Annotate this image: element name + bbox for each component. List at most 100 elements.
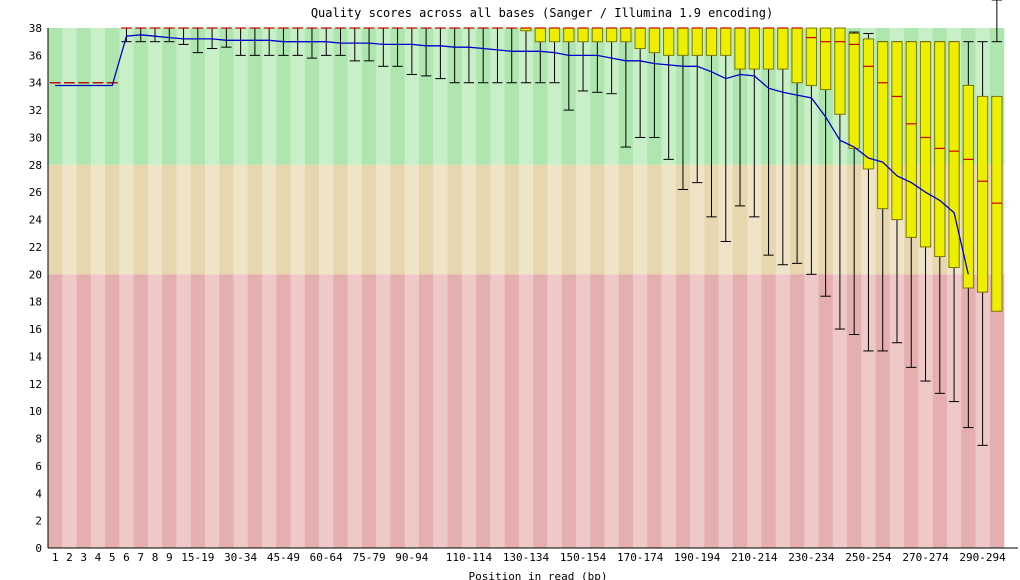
y-tick-label: 2 <box>35 515 42 528</box>
y-tick-label: 14 <box>29 350 43 363</box>
zone-good-band <box>105 28 120 165</box>
x-axis-label: Position in read (bp) <box>468 570 607 580</box>
x-tick-label: 6 <box>123 551 130 564</box>
iqr-box <box>577 27 589 43</box>
iqr-box <box>848 32 860 149</box>
zone-good-band <box>447 28 463 165</box>
zone-poor-band <box>718 274 734 548</box>
zone-reasonable-band <box>633 164 648 275</box>
iqr-box <box>748 27 760 70</box>
zone-good-band <box>276 28 291 165</box>
zone-reasonable-band <box>433 164 448 275</box>
y-tick-label: 32 <box>29 104 42 117</box>
zone-reasonable-band <box>76 164 92 275</box>
y-tick-label: 16 <box>29 323 42 336</box>
x-tick-label: 90-94 <box>395 551 428 564</box>
iqr-box <box>677 27 689 56</box>
x-tick-label: 30-34 <box>224 551 257 564</box>
zone-poor-band <box>119 274 134 548</box>
zone-good-band <box>62 28 77 165</box>
zone-reasonable-band <box>418 164 434 275</box>
x-tick-label: 60-64 <box>310 551 343 564</box>
zone-reasonable-band <box>547 164 562 275</box>
iqr-box <box>919 41 932 248</box>
x-tick-label: 250-254 <box>845 551 892 564</box>
zone-poor-band <box>333 274 348 548</box>
iqr-box <box>648 27 661 54</box>
chart-title: Quality scores across all bases (Sanger … <box>311 6 773 20</box>
y-tick-label: 6 <box>35 460 42 473</box>
zone-poor-band <box>618 274 634 548</box>
zone-poor-band <box>404 274 420 548</box>
zone-good-band <box>76 28 92 165</box>
zone-poor-band <box>247 274 263 548</box>
zone-good-band <box>147 28 163 165</box>
zone-reasonable-band <box>518 164 534 275</box>
zone-reasonable-band <box>247 164 263 275</box>
iqr-box <box>563 27 575 43</box>
y-tick-label: 4 <box>35 487 42 500</box>
zone-poor-band <box>761 274 777 548</box>
zone-reasonable-band <box>162 164 177 275</box>
zone-poor-band <box>276 274 291 548</box>
iqr-box <box>634 27 646 50</box>
x-tick-label: 1 <box>52 551 59 564</box>
zone-poor-band <box>48 274 63 548</box>
iqr-box <box>877 41 889 210</box>
zone-reasonable-band <box>590 164 605 275</box>
x-tick-label: 270-274 <box>902 551 949 564</box>
zone-good-band <box>304 28 320 165</box>
zone-reasonable-band <box>476 164 491 275</box>
zone-poor-band <box>847 274 862 548</box>
iqr-box <box>834 27 846 115</box>
zone-reasonable-band <box>262 164 277 275</box>
zone-poor-band <box>604 274 620 548</box>
zone-good-band <box>333 28 348 165</box>
zone-good-band <box>504 28 520 165</box>
zone-good-band <box>533 28 548 165</box>
y-tick-label: 30 <box>29 131 42 144</box>
zone-reasonable-band <box>575 164 591 275</box>
zone-poor-band <box>633 274 648 548</box>
zone-good-band <box>190 28 206 165</box>
zone-reasonable-band <box>390 164 406 275</box>
y-tick-label: 38 <box>29 22 42 35</box>
zone-good-band <box>48 28 63 165</box>
zone-poor-band <box>832 274 848 548</box>
zone-reasonable-band <box>105 164 120 275</box>
zone-poor-band <box>133 274 149 548</box>
iqr-box <box>705 27 718 56</box>
zone-good-band <box>433 28 448 165</box>
iqr-box <box>948 41 960 268</box>
zone-reasonable-band <box>176 164 191 275</box>
x-tick-label: 2 <box>66 551 73 564</box>
zone-reasonable-band <box>219 164 234 275</box>
zone-poor-band <box>690 274 705 548</box>
zone-poor-band <box>561 274 577 548</box>
zone-poor-band <box>875 274 891 548</box>
zone-reasonable-band <box>333 164 348 275</box>
zone-poor-band <box>418 274 434 548</box>
x-tick-label: 7 <box>137 551 144 564</box>
zone-poor-band <box>290 274 306 548</box>
zone-reasonable-band <box>533 164 548 275</box>
zone-poor-band <box>861 274 876 548</box>
iqr-box <box>862 38 875 170</box>
chart-axes <box>47 28 1018 549</box>
zone-reasonable-band <box>319 164 334 275</box>
zone-reasonable-band <box>361 164 377 275</box>
zone-poor-band <box>376 274 391 548</box>
x-tick-label: 15-19 <box>181 551 214 564</box>
zone-poor-band <box>105 274 120 548</box>
mean-line-layer <box>55 34 969 275</box>
zone-poor-band <box>490 274 505 548</box>
zone-good-band <box>476 28 491 165</box>
zone-poor-band <box>989 274 1005 548</box>
iqr-box <box>891 41 903 221</box>
zone-good-band <box>233 28 249 165</box>
zone-reasonable-band <box>675 164 691 275</box>
zone-poor-band <box>347 274 363 548</box>
